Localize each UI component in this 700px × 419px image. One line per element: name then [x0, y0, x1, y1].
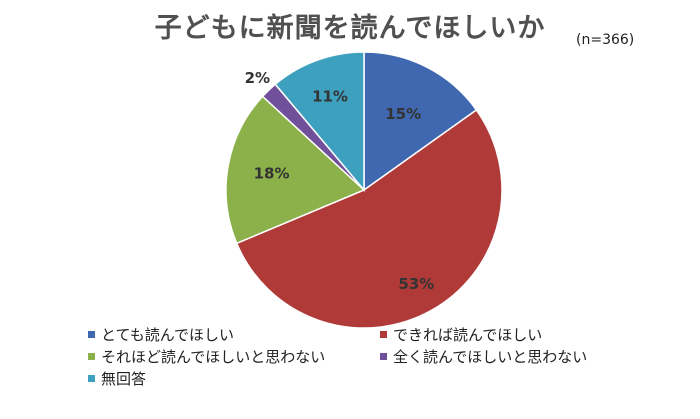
pie-slice-5	[274, 51, 365, 193]
legend-label: とても読んでほしい	[101, 326, 235, 344]
legend-swatch	[88, 375, 95, 382]
legend-label: それほど読んでほしいと思わない	[101, 348, 326, 366]
legend-swatch	[88, 331, 95, 338]
pie-data-label-1: 15%	[385, 105, 421, 123]
legend-swatch	[380, 331, 387, 338]
chart-title: 子どもに新聞を読んでほしいか	[154, 13, 546, 44]
pie-data-label-2: 53%	[398, 275, 434, 293]
legend-item-5: 無回答	[88, 368, 146, 389]
pie-data-label-4: 2%	[245, 69, 270, 87]
pie-data-label-5: 11%	[312, 88, 348, 106]
pie-slice-1	[363, 51, 478, 192]
legend-item-1: とても読んでほしい	[88, 324, 234, 345]
legend-item-4: 全く読んでほしいと思わない	[380, 346, 587, 367]
pie-slice-3	[225, 95, 366, 245]
pie-data-label-3: 18%	[254, 165, 290, 183]
chart-sample-size: (n=366)	[576, 32, 635, 48]
legend-item-3: それほど読んでほしいと思わない	[88, 346, 325, 367]
legend-item-2: できれば読んでほしい	[380, 324, 542, 345]
legend-label: 無回答	[101, 370, 147, 388]
legend-label: 全く読んでほしいと思わない	[393, 348, 588, 366]
pie-data-labels: 15% 53% 18% 2% 11%	[245, 69, 435, 293]
legend-swatch	[88, 353, 95, 360]
pie-slices	[225, 51, 503, 329]
pie-slice-2	[235, 108, 503, 329]
legend-swatch	[380, 353, 387, 360]
legend-label: できれば読んでほしい	[393, 326, 543, 344]
